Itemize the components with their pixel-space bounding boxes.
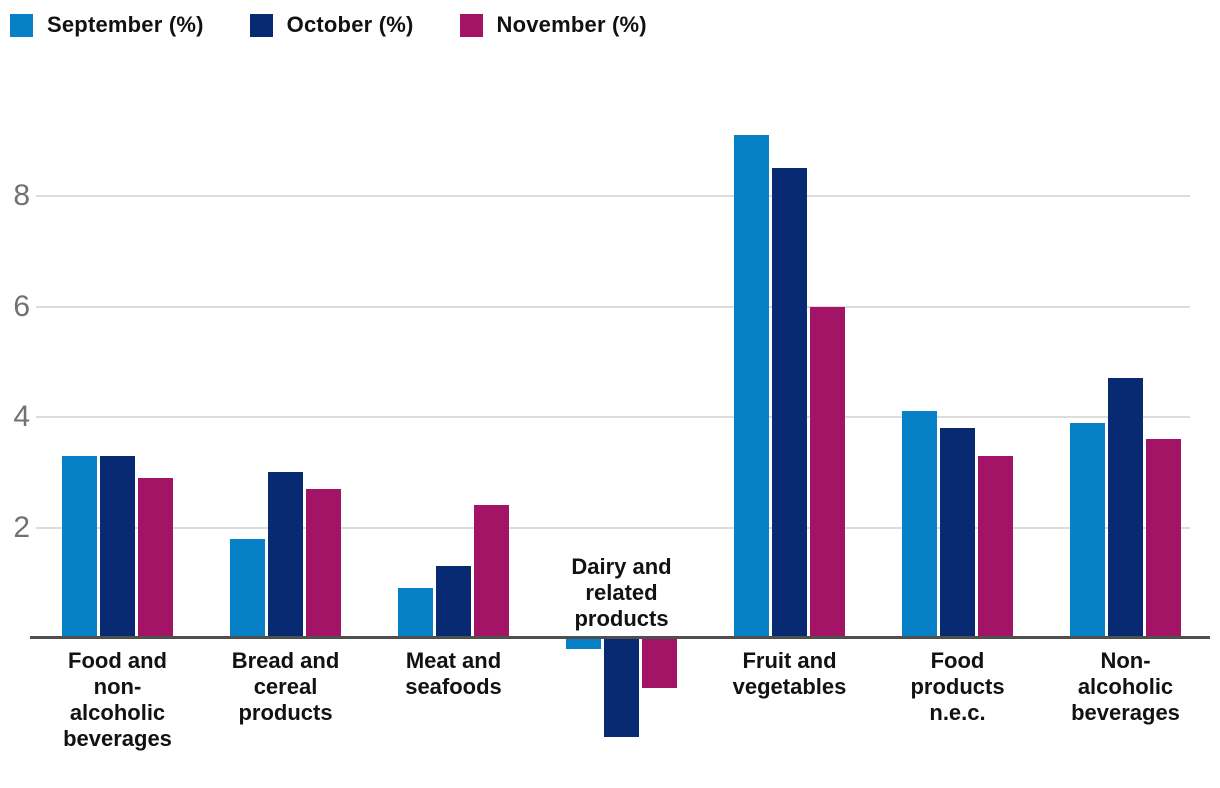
category-label-line: vegetables [732, 674, 847, 699]
bar-september-fruit-and-vegetables[interactable] [734, 135, 769, 638]
legend-item-september[interactable]: September (%) [10, 12, 204, 38]
bar-september-food-and-non-alcoholic-beverages[interactable] [62, 455, 97, 638]
october-swatch-icon [249, 13, 273, 37]
category-label-line: alcoholic [1077, 674, 1174, 699]
gridline [36, 416, 1190, 418]
bar-november-dairy-and-related-products[interactable] [642, 638, 677, 688]
category-label-line: Non- [1100, 648, 1151, 673]
category-label-line: products [910, 674, 1005, 699]
bar-october-bread-and-cereal-products[interactable] [268, 472, 303, 638]
bar-november-food-and-non-alcoholic-beverages[interactable] [138, 477, 173, 638]
category-label-line: Food [930, 648, 985, 673]
category-label-line: cereal [253, 674, 318, 699]
x-axis-line [30, 636, 1210, 639]
bar-november-food-products-n-e-c[interactable] [978, 455, 1013, 638]
category-label-food-and-non-alcoholic-beverages: Food and non-alcoholic beverages [26, 648, 210, 752]
gridline [36, 526, 1190, 529]
y-axis-tick-label: 6 [13, 289, 30, 323]
bar-october-fruit-and-vegetables[interactable] [772, 168, 807, 638]
bar-october-meat-and-seafoods[interactable] [436, 566, 471, 638]
november-swatch-icon [459, 13, 483, 37]
category-label-line: related [585, 580, 658, 605]
legend-label-october: October (%) [286, 12, 414, 37]
y-axis-tick-label: 2 [13, 510, 30, 544]
category-label-line: n.e.c. [929, 700, 986, 725]
category-label-line: Food and [68, 648, 167, 673]
bar-november-bread-and-cereal-products[interactable] [306, 488, 341, 638]
bar-september-meat-and-seafoods[interactable] [398, 588, 433, 638]
bar-september-food-products-n-e-c[interactable] [902, 411, 937, 638]
legend-item-october[interactable]: October (%) [249, 12, 414, 38]
category-label-dairy-and-related-products: Dairy and related products [530, 554, 714, 632]
gridline [36, 195, 1190, 197]
bar-october-non-alcoholic-beverages[interactable] [1108, 378, 1143, 638]
y-axis-tick-label: 8 [13, 179, 30, 212]
legend-label-september: September (%) [47, 12, 204, 37]
category-label-bread-and-cereal-products: Bread and cereal products [194, 648, 378, 726]
bar-october-dairy-and-related-products[interactable] [604, 638, 639, 738]
gridline [36, 305, 1190, 308]
category-label-line: alcoholic [69, 700, 166, 725]
category-label-line: products [238, 700, 333, 725]
y-axis-tick-label: 4 [13, 400, 30, 433]
category-label-line: beverages [1071, 700, 1180, 725]
category-label-food-products-n-e-c: Food products n.e.c. [866, 648, 1050, 726]
category-label-line: Bread and [231, 648, 340, 673]
category-label-line: Fruit and [742, 648, 837, 673]
legend-item-november[interactable]: November (%) [459, 12, 647, 38]
bar-september-bread-and-cereal-products[interactable] [230, 538, 265, 638]
bar-november-non-alcoholic-beverages[interactable] [1146, 439, 1181, 638]
legend-label-november: November (%) [496, 12, 647, 37]
category-label-non-alcoholic-beverages: Non-alcoholic beverages [1034, 648, 1218, 726]
category-label-line: beverages [63, 726, 172, 751]
september-swatch-icon [10, 13, 33, 37]
bar-september-non-alcoholic-beverages[interactable] [1070, 422, 1105, 638]
bar-november-fruit-and-vegetables[interactable] [810, 306, 845, 638]
category-label-line: Dairy and [571, 554, 672, 579]
bar-november-meat-and-seafoods[interactable] [474, 505, 509, 638]
category-label-meat-and-seafoods: Meat and seafoods [362, 648, 546, 700]
category-label-line: non- [93, 674, 142, 699]
category-label-line: seafoods [405, 674, 502, 699]
bar-september-dairy-and-related-products[interactable] [566, 638, 601, 650]
bar-october-food-products-n-e-c[interactable] [940, 428, 975, 638]
chart-legend: September (%) October (%) November (%) [10, 12, 647, 38]
category-label-fruit-and-vegetables: Fruit and vegetables [698, 648, 882, 700]
category-label-line: products [574, 606, 669, 631]
category-label-line: Meat and [405, 648, 502, 673]
bar-october-food-and-non-alcoholic-beverages[interactable] [100, 455, 135, 638]
